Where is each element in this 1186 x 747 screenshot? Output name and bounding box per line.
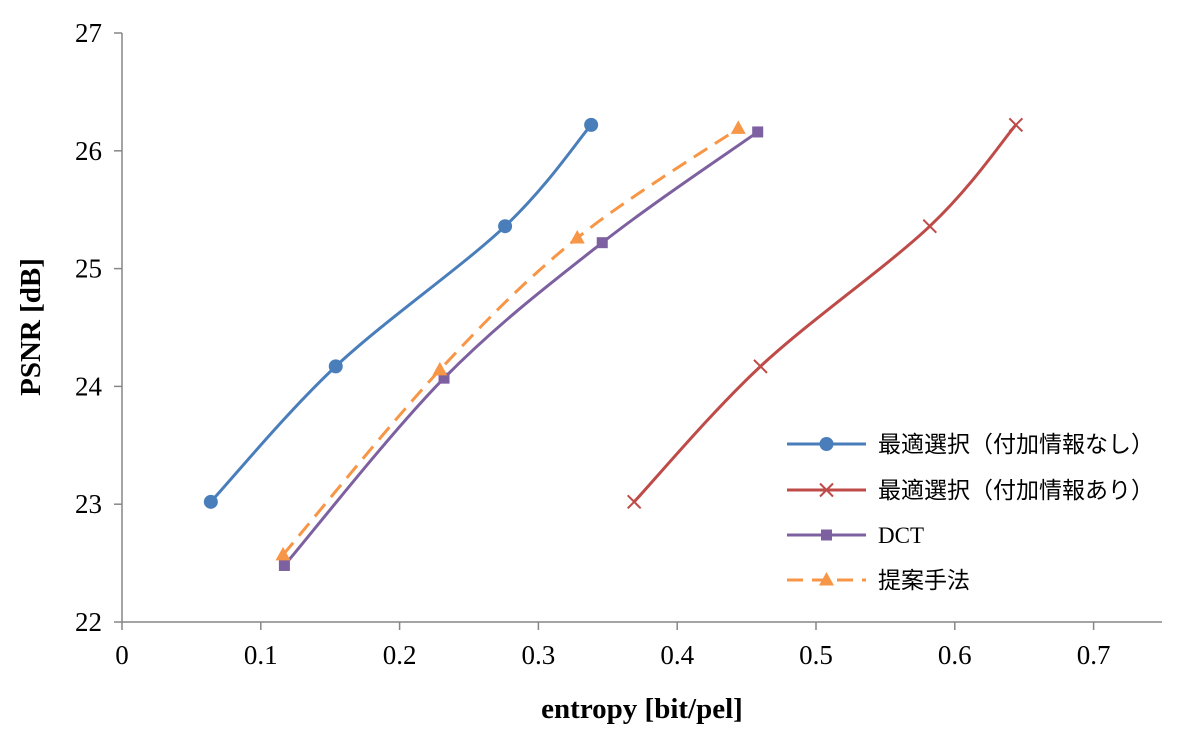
series-line — [281, 127, 740, 556]
legend-label: DCT — [878, 523, 924, 548]
legend-entry: 提案手法 — [787, 568, 970, 594]
x-tick-label: 0.5 — [799, 640, 833, 670]
legend-marker — [819, 482, 834, 498]
data-point — [278, 559, 290, 571]
data-point — [752, 126, 764, 138]
legend-entry: 最適選択（付加情報なし） — [787, 432, 1154, 458]
data-point — [753, 359, 768, 374]
data-point — [432, 361, 448, 376]
data-point — [498, 219, 513, 234]
axes — [121, 33, 1162, 623]
legend-entry: 最適選択（付加情報あり） — [787, 478, 1154, 504]
data-point — [596, 237, 608, 249]
y-tick-label: 23 — [75, 489, 102, 519]
y-tick-label: 24 — [75, 371, 103, 401]
series-line — [283, 130, 759, 567]
y-tick-label: 26 — [75, 136, 102, 166]
y-tick-label: 25 — [75, 254, 102, 284]
legend-label: 提案手法 — [878, 568, 970, 594]
legend-label: 最適選択（付加情報なし） — [878, 432, 1154, 458]
x-tick-label: 0.6 — [938, 640, 972, 670]
data-point — [922, 218, 938, 234]
ticks — [114, 32, 1095, 630]
series-layer — [203, 117, 1024, 571]
x-axis-title: entropy [bit/pel] — [541, 693, 743, 725]
x-tick-label: 0 — [115, 640, 129, 670]
data-point — [626, 494, 642, 510]
series-line — [209, 123, 593, 503]
data-point — [203, 494, 218, 509]
data-point — [275, 546, 291, 561]
y-tick-label: 22 — [75, 607, 102, 637]
series-3 — [275, 120, 746, 561]
data-point — [1008, 117, 1024, 133]
data-point — [584, 117, 599, 132]
y-tick-label: 27 — [75, 18, 102, 48]
data-point — [730, 120, 746, 134]
legend-marker — [819, 437, 834, 451]
series-0 — [203, 117, 599, 509]
x-tick-label: 0.2 — [383, 640, 417, 670]
y-axis-title: PSNR [dB] — [15, 258, 47, 396]
legend-label: 最適選択（付加情報あり） — [878, 478, 1154, 504]
legend: 最適選択（付加情報なし） 最適選択（付加情報あり） DCT 提案手法 — [787, 432, 1154, 594]
data-point — [328, 359, 343, 374]
series-2 — [278, 126, 764, 571]
legend-marker — [821, 529, 832, 541]
data-point — [438, 372, 450, 384]
legend-entry: DCT — [787, 523, 924, 548]
data-point — [569, 229, 585, 244]
series-line — [633, 123, 1018, 503]
tick-labels: 22 23 24 25 26 27 0 0.1 0.2 0.3 0.4 0.5 0.6 0.7 — [75, 18, 1110, 670]
series-1 — [626, 117, 1024, 510]
legend-marker — [819, 572, 834, 586]
x-tick-label: 0.1 — [244, 640, 278, 670]
x-tick-label: 0.7 — [1077, 640, 1111, 670]
x-tick-label: 0.3 — [522, 640, 556, 670]
x-tick-label: 0.4 — [660, 640, 694, 670]
